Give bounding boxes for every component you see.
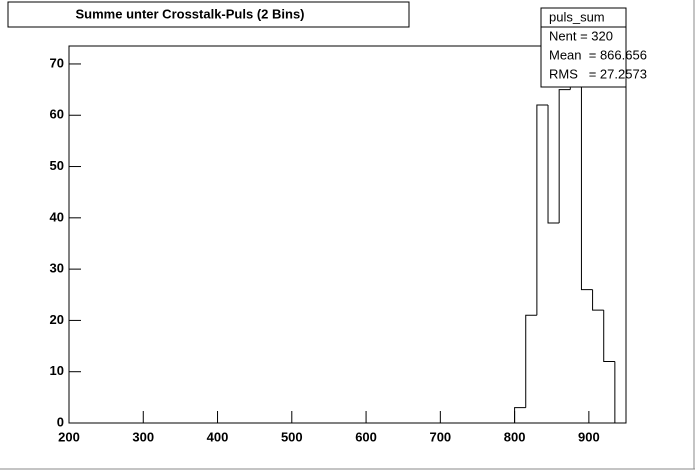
title-box xyxy=(7,1,410,28)
stats-line: Mean = 866.656 xyxy=(549,47,647,62)
y-tick-label: 0 xyxy=(57,414,64,429)
y-tick-label: 10 xyxy=(50,363,64,378)
x-tick-label: 900 xyxy=(578,429,600,444)
histogram-bin xyxy=(603,310,615,362)
x-tick-label: 500 xyxy=(281,429,303,444)
x-tick-label: 800 xyxy=(504,429,526,444)
histogram xyxy=(69,63,626,423)
histogram-bin xyxy=(547,104,560,224)
histogram-bin xyxy=(514,407,526,423)
stats-line: RMS = 27.2573 xyxy=(549,66,647,81)
x-tick-label: 600 xyxy=(355,429,377,444)
stats-line: Nent = 320 xyxy=(549,28,613,43)
y-tick-label: 50 xyxy=(50,158,64,173)
y-tick-label: 70 xyxy=(50,55,64,70)
x-tick-label: 300 xyxy=(132,429,154,444)
y-tick-label: 40 xyxy=(50,209,64,224)
x-tick-label: 700 xyxy=(429,429,451,444)
y-tick-label: 60 xyxy=(50,107,64,122)
y-tick-label: 30 xyxy=(50,261,64,276)
histogram-bin xyxy=(536,104,549,316)
x-tick-label: 400 xyxy=(207,429,229,444)
chart-title: Summe unter Crosstalk-Puls (2 Bins) xyxy=(76,6,305,21)
plot-frame xyxy=(68,45,627,424)
y-tick-label: 20 xyxy=(50,312,64,327)
stats-name: puls_sum xyxy=(549,9,605,24)
x-tick-label: 200 xyxy=(58,429,80,444)
histogram-bin xyxy=(558,89,571,223)
histogram-bin xyxy=(525,314,537,408)
stats-box xyxy=(540,7,627,88)
histogram-bin xyxy=(580,63,593,291)
histogram-bin xyxy=(614,361,626,423)
histogram-bin xyxy=(592,289,604,311)
